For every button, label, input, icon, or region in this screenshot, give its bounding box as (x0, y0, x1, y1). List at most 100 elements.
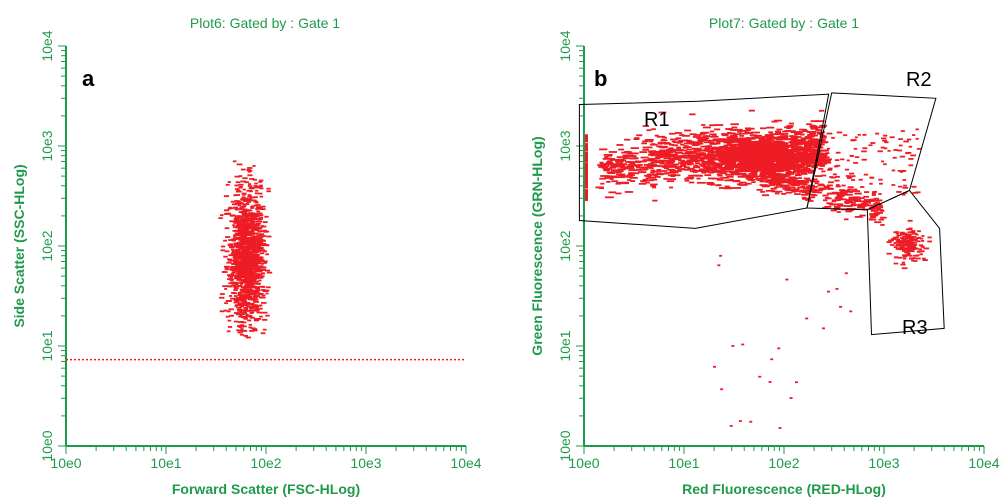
data-point (893, 242, 897, 244)
data-point (649, 152, 659, 155)
data-point (738, 166, 745, 169)
data-point (893, 262, 899, 265)
data-point (772, 151, 778, 154)
data-point (250, 255, 257, 258)
data-point (714, 128, 721, 131)
data-point (254, 246, 260, 248)
data-point (622, 166, 630, 169)
data-point (252, 214, 257, 217)
data-point (642, 178, 648, 181)
y-axis-label-b: Green Fluorescence (GRN-HLog) (529, 136, 545, 355)
data-point (814, 191, 820, 193)
data-point (230, 254, 235, 257)
data-point (806, 155, 814, 158)
data-point (913, 254, 919, 257)
data-point (262, 290, 269, 292)
data-point (259, 285, 264, 288)
data-point (674, 166, 683, 168)
data-point (789, 172, 795, 175)
data-point (224, 302, 228, 305)
data-point (819, 158, 827, 160)
data-point (240, 245, 246, 248)
data-point (246, 303, 252, 306)
data-point (771, 190, 776, 193)
data-point (251, 292, 257, 295)
data-point (790, 157, 799, 160)
data-point (257, 206, 263, 208)
data-point (811, 155, 816, 158)
data-point (247, 251, 253, 253)
data-point (585, 194, 588, 197)
data-point (244, 284, 248, 287)
data-point (800, 154, 810, 157)
data-point (819, 162, 828, 165)
data-point (242, 188, 246, 191)
data-point (785, 278, 789, 281)
data-point (645, 181, 650, 184)
data-point (766, 161, 773, 163)
data-point (874, 202, 880, 204)
data-point (243, 273, 248, 275)
data-point (760, 190, 766, 193)
data-point (668, 147, 674, 150)
data-point (714, 164, 723, 167)
data-point (710, 156, 717, 159)
data-point (260, 272, 265, 275)
data-point (233, 257, 239, 260)
data-point (621, 181, 630, 184)
data-point (231, 250, 237, 253)
data-point (846, 209, 854, 211)
data-point (739, 170, 745, 173)
data-point (663, 157, 671, 159)
scatter-plot-a: Plot6: Gated by : Gate 1 10e0 10e1 10e2 10e… (11, 15, 482, 497)
data-point (620, 166, 626, 169)
data-point (729, 134, 738, 137)
data-point (787, 170, 792, 173)
data-point (256, 234, 262, 237)
data-point (711, 167, 718, 170)
data-point (630, 172, 640, 175)
data-point (845, 199, 851, 201)
data-point (224, 288, 228, 290)
data-point (752, 148, 761, 151)
data-point (846, 159, 850, 162)
data-point (219, 310, 225, 313)
data-point (847, 176, 853, 179)
data-point (916, 147, 922, 150)
data-point (847, 188, 854, 191)
data-point (808, 200, 814, 202)
data-point (899, 242, 904, 245)
data-point (718, 157, 725, 160)
data-point (789, 135, 797, 137)
data-point (237, 294, 242, 297)
data-point (238, 262, 243, 264)
data-point (765, 150, 772, 153)
data-point (706, 169, 715, 172)
data-point (254, 319, 259, 322)
data-point (585, 153, 588, 156)
data-point (779, 136, 789, 139)
data-point (585, 164, 588, 167)
data-point (760, 174, 767, 177)
data-point (247, 195, 253, 198)
data-point (254, 218, 259, 221)
data-point (251, 249, 256, 252)
data-point (608, 151, 617, 153)
data-point (260, 208, 266, 211)
data-point (260, 239, 265, 242)
data-point (238, 257, 244, 260)
data-point (916, 237, 921, 240)
data-point (238, 242, 242, 245)
data-point (809, 132, 817, 135)
data-point (238, 221, 243, 223)
data-point (815, 120, 825, 123)
data-point (239, 295, 243, 298)
data-point (892, 156, 897, 159)
data-point (681, 149, 688, 152)
data-point (649, 140, 654, 143)
data-point (896, 234, 902, 237)
data-point (903, 184, 907, 187)
data-point (835, 287, 839, 290)
data-point (840, 158, 845, 161)
